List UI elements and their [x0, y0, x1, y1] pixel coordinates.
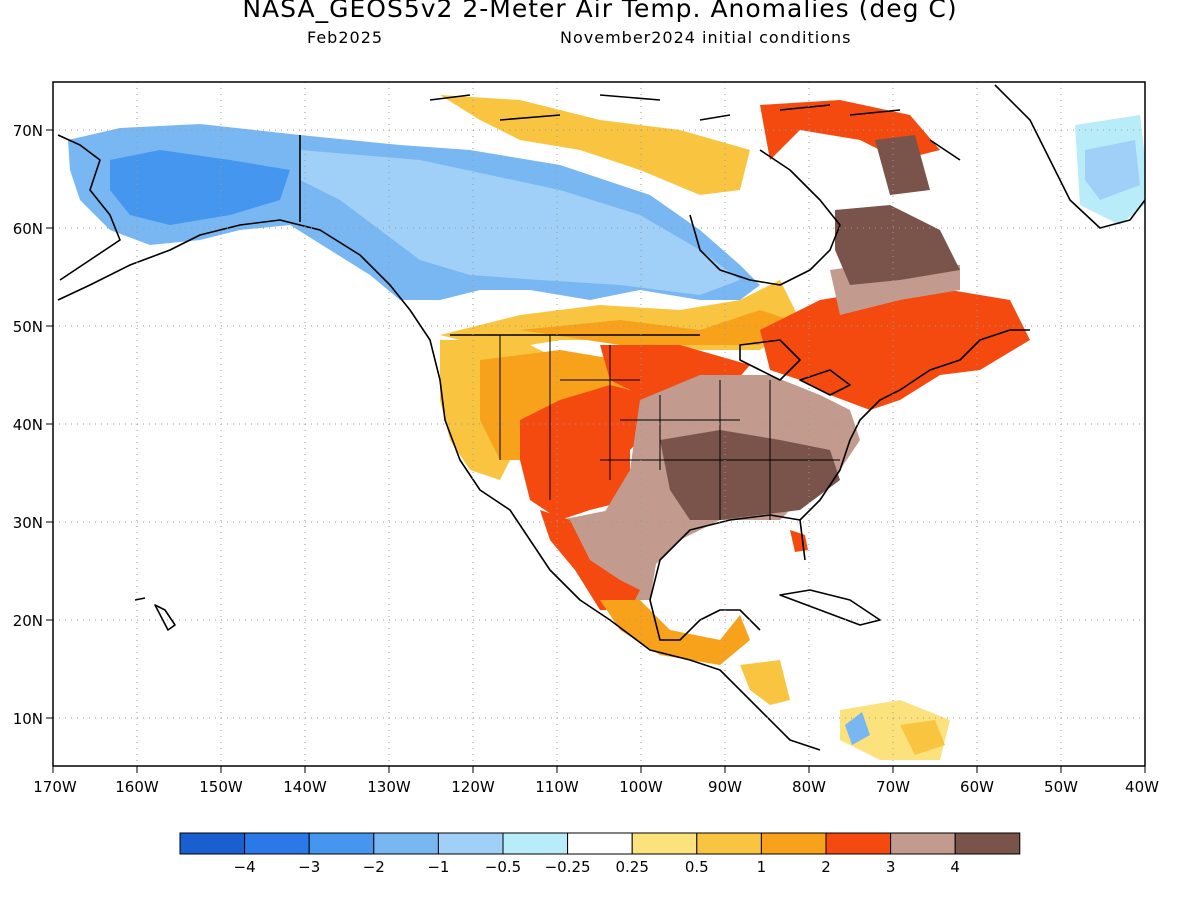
southeast-brown-dark — [660, 430, 840, 520]
state-borders — [499, 335, 840, 520]
colorbar-swatch — [308, 832, 375, 855]
colorbar-label: 2 — [821, 858, 831, 876]
mexico-brown — [560, 510, 660, 600]
hudson-bay-coast — [689, 149, 841, 286]
lat-label: 20N — [13, 612, 43, 630]
mexico-red — [540, 510, 640, 610]
lat-label: 50N — [13, 318, 43, 336]
lat-label: 30N — [13, 514, 43, 532]
coastlines — [57, 84, 1145, 751]
latitude-labels: 70N 60N 50N 40N 30N 20N 10N — [13, 122, 43, 728]
colorbar-label: −1 — [427, 858, 449, 876]
mexico-orange — [600, 600, 750, 665]
colorbar-label: −4 — [234, 858, 256, 876]
lon-label: 110W — [535, 778, 579, 796]
colorbar-swatch — [244, 832, 310, 855]
colorbar-swatch — [954, 832, 1021, 855]
cuba-coast — [779, 589, 881, 626]
map-title: NASA_GEOS5v2 2-Meter Air Temp. Anomalies… — [242, 0, 958, 23]
lat-label: 60N — [13, 220, 43, 238]
greenland-coast — [994, 84, 1145, 229]
longitude-labels: 170W 160W 150W 140W 130W 120W 110W 100W … — [33, 778, 1159, 796]
caribbean-orange — [900, 720, 945, 755]
colorbar-swatch — [502, 832, 569, 855]
colorbar-swatch — [373, 832, 439, 855]
colorbar: −4 −3 −2 −1 −0.5 −0.25 0.25 0.5 1 2 3 4 — [179, 832, 1021, 876]
lon-label: 80W — [792, 778, 826, 796]
lon-label: 130W — [367, 778, 411, 796]
colorbar-swatch — [890, 832, 956, 855]
colorbar-label: −0.5 — [485, 858, 521, 876]
colorbar-swatch — [179, 832, 246, 855]
lon-label: 140W — [283, 778, 327, 796]
colorbar-swatch — [760, 832, 827, 855]
lon-label: 60W — [960, 778, 994, 796]
lon-label: 120W — [451, 778, 495, 796]
valid-month: Feb2025 — [307, 28, 384, 47]
lon-label: 70W — [876, 778, 910, 796]
colorbar-label: 0.25 — [615, 858, 648, 876]
canada-us-border — [299, 135, 700, 336]
lat-label: 70N — [13, 122, 43, 140]
lon-label: 160W — [115, 778, 159, 796]
colorbar-swatch — [631, 832, 698, 855]
us-state-lines — [499, 335, 840, 520]
colorbar-label: 4 — [950, 858, 960, 876]
graticule — [53, 82, 1145, 766]
lon-label: 90W — [708, 778, 742, 796]
quebec-warm-orange — [520, 310, 790, 345]
caribbean-cold-spot — [845, 712, 870, 745]
lon-label: 50W — [1044, 778, 1078, 796]
colorbar-label: 0.5 — [685, 858, 709, 876]
colorbar-label: 1 — [757, 858, 767, 876]
lat-label: 10N — [13, 710, 43, 728]
axis-ticks — [46, 129, 1146, 773]
colorbar-swatch — [696, 832, 762, 855]
baffin-brown — [875, 135, 930, 195]
hawaii-islands — [134, 597, 176, 631]
colorbar-swatch — [567, 832, 633, 855]
colorbar-label: −0.25 — [545, 858, 591, 876]
alaska-core-cold — [110, 150, 290, 225]
lon-label: 40W — [1125, 778, 1159, 796]
eastern-canada-red — [760, 290, 1030, 410]
arctic-islands — [429, 94, 961, 161]
arctic-warm-patch — [440, 95, 750, 195]
initial-conditions: November2024 initial conditions — [560, 28, 852, 47]
alaska-west-coast — [57, 134, 121, 281]
central-america-warm — [740, 660, 790, 705]
colorbar-label: 3 — [886, 858, 896, 876]
colorbar-swatch — [437, 832, 504, 855]
lon-label: 100W — [619, 778, 663, 796]
lon-label: 150W — [199, 778, 243, 796]
colorbar-label: −2 — [363, 858, 385, 876]
colorbar-swatch — [825, 832, 892, 855]
labrador-brown-dark — [835, 205, 960, 285]
greenland-core — [1085, 140, 1140, 200]
colorbar-label: −3 — [298, 858, 320, 876]
lat-label: 40N — [13, 416, 43, 434]
canada-light-cold — [300, 150, 740, 295]
great-lakes — [739, 339, 851, 396]
lon-label: 170W — [33, 778, 77, 796]
